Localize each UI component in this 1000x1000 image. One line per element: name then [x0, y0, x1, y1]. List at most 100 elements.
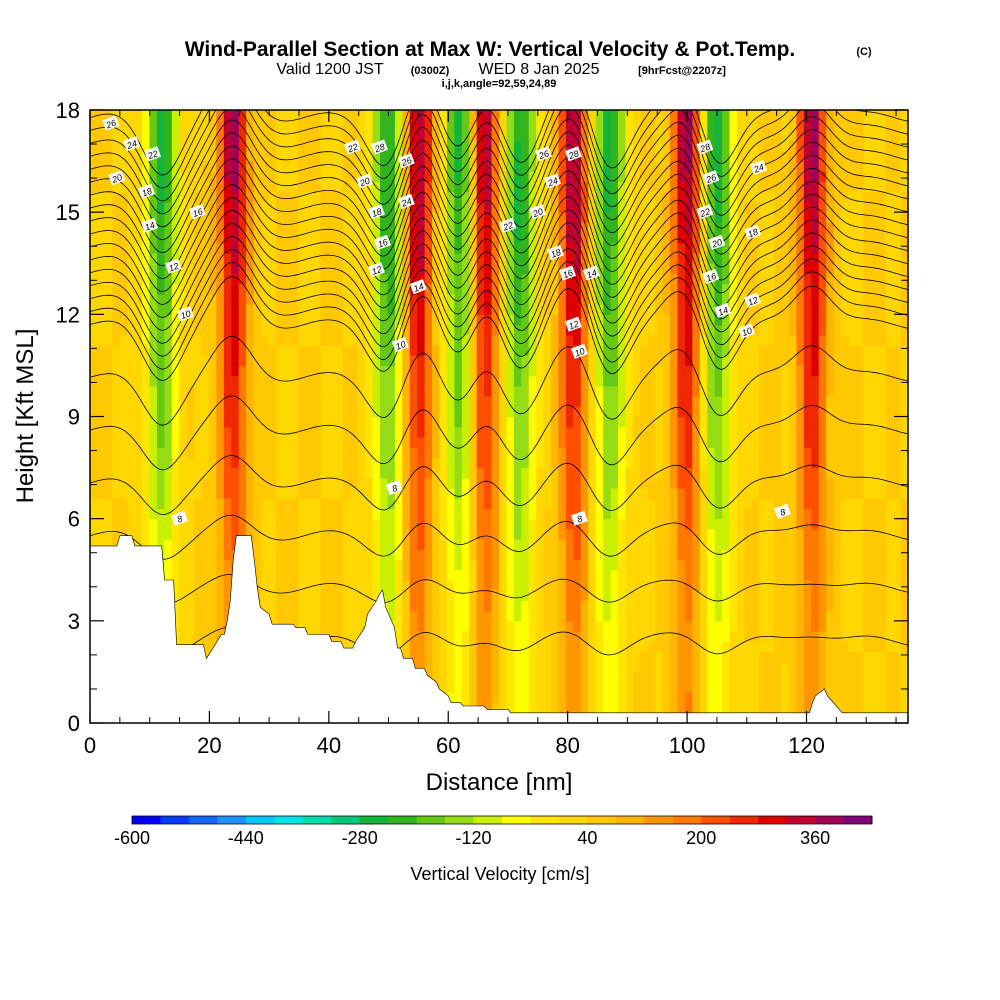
field-cell [253, 150, 262, 162]
field-cell [677, 406, 686, 418]
field-cell [439, 549, 448, 561]
field-cell [558, 631, 567, 642]
field-cell [171, 365, 180, 377]
field-cell [409, 406, 418, 418]
field-cell [402, 232, 411, 244]
field-cell [223, 110, 232, 121]
field-cell [506, 590, 515, 601]
field-cell [142, 110, 151, 121]
field-cell [231, 191, 240, 203]
field-cell [268, 569, 277, 581]
field-cell [521, 344, 530, 356]
field-cell [536, 610, 545, 622]
field-cell [417, 579, 426, 591]
field-cell [290, 436, 299, 448]
field-cell [298, 120, 307, 132]
field-cell [469, 426, 478, 438]
field-cell [127, 212, 136, 223]
field-cell [558, 436, 567, 448]
field-cell [261, 457, 270, 469]
field-cell [275, 181, 284, 193]
field-cell [603, 579, 612, 591]
field-cell [231, 518, 240, 530]
field-cell [699, 528, 708, 540]
field-cell [551, 610, 560, 622]
field-cell [513, 314, 522, 326]
field-cell [551, 273, 560, 285]
field-cell [573, 682, 582, 693]
field-cell [439, 661, 448, 673]
field-cell [432, 569, 441, 581]
field-cell [461, 191, 470, 203]
field-cell [491, 283, 500, 295]
field-cell [446, 457, 455, 469]
field-cell [454, 355, 463, 367]
field-cell [164, 416, 173, 428]
field-cell [298, 110, 307, 121]
field-cell [350, 600, 359, 612]
field-cell [647, 682, 656, 693]
field-cell [677, 620, 686, 632]
field-cell [238, 201, 247, 213]
field-cell [201, 569, 210, 581]
field-cell [595, 641, 604, 653]
field-cell [439, 528, 448, 540]
field-cell [625, 518, 634, 530]
field-cell [655, 590, 664, 601]
field-cell [543, 498, 552, 510]
field-cell [454, 406, 463, 418]
field-cell [558, 375, 567, 387]
field-cell [640, 396, 649, 407]
field-cell [424, 191, 433, 203]
field-cell [446, 314, 455, 326]
field-cell [446, 324, 455, 336]
field-cell [476, 222, 485, 234]
field-cell [90, 140, 99, 152]
field-cell [134, 161, 143, 172]
field-cell [372, 191, 381, 203]
field-cell [365, 579, 374, 591]
field-cell [528, 324, 537, 336]
field-cell [662, 304, 671, 315]
field-cell [261, 161, 270, 172]
field-cell [625, 549, 634, 561]
field-cell [208, 324, 218, 336]
field-cell [469, 528, 478, 540]
field-cell [699, 324, 708, 336]
field-cell [208, 539, 218, 550]
field-cell [461, 600, 470, 612]
field-cell [327, 232, 336, 244]
field-cell [305, 140, 314, 152]
field-cell [432, 651, 441, 663]
field-cell [543, 436, 552, 448]
field-cell [134, 110, 143, 121]
field-cell [424, 661, 433, 673]
field-cell [513, 110, 522, 121]
field-cell [320, 610, 329, 622]
field-cell [253, 579, 262, 591]
field-cell [439, 406, 448, 418]
field-cell [298, 620, 307, 632]
field-cell [454, 569, 463, 581]
field-cell [647, 416, 656, 428]
field-cell [394, 242, 403, 254]
field-cell [327, 569, 336, 581]
field-cell [565, 682, 574, 693]
field-cell [201, 171, 210, 183]
field-cell [506, 559, 515, 571]
field-cell [610, 559, 619, 571]
field-cell [476, 590, 485, 601]
field-cell [499, 263, 508, 275]
field-cell [603, 304, 612, 315]
field-cell [647, 620, 656, 632]
field-cell [580, 283, 589, 295]
field-cell [506, 600, 515, 612]
field-cell [677, 651, 686, 663]
field-cell [692, 498, 701, 510]
field-cell [186, 355, 195, 367]
field-cell [632, 436, 641, 448]
field-cell [290, 559, 299, 571]
field-cell [454, 498, 463, 510]
field-cell [617, 692, 627, 704]
field-cell [112, 263, 121, 275]
